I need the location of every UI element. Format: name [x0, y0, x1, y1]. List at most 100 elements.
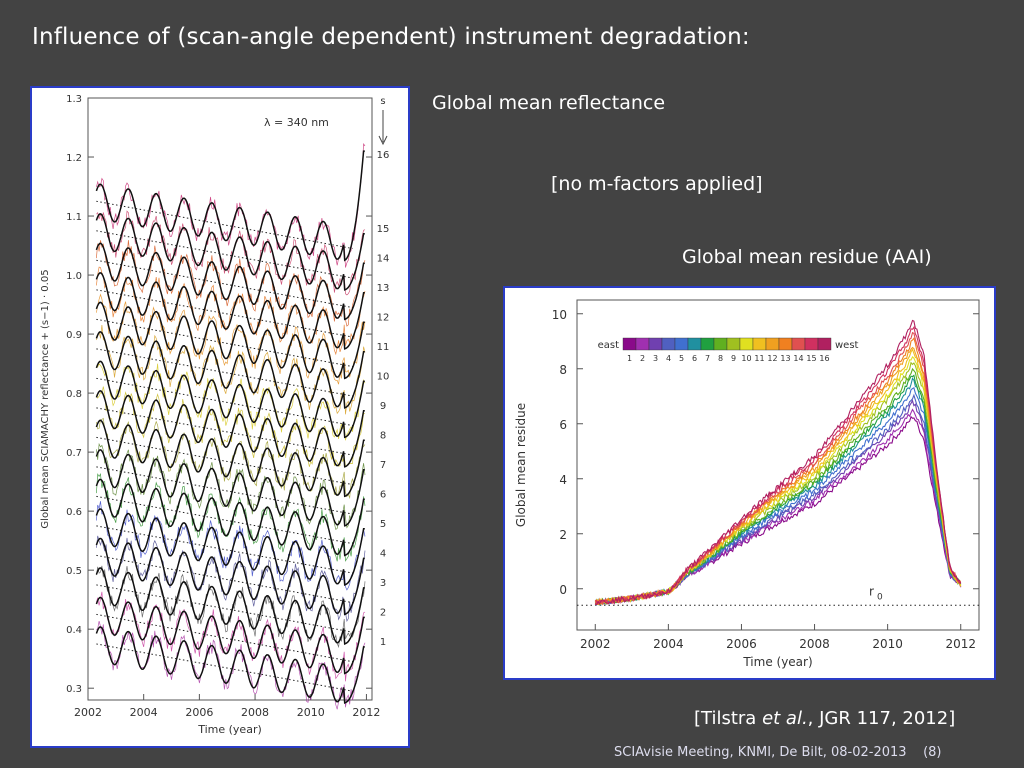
- reference-label: r: [869, 584, 874, 598]
- legend-swatch-6: [687, 337, 702, 351]
- residue-series-11: [595, 348, 962, 606]
- y-tick-label: 2: [559, 528, 567, 542]
- y-tick-label: 0.6: [66, 507, 82, 518]
- legend-swatch-5: [674, 337, 689, 351]
- residue-series-9: [594, 361, 962, 604]
- series-number-label: 5: [380, 519, 386, 530]
- residue-series-16: [595, 319, 962, 606]
- y-tick-label: 6: [559, 418, 567, 432]
- fit-line-12: [95, 301, 365, 380]
- trend-line-1: [96, 643, 353, 692]
- x-tick-label: 2010: [297, 706, 325, 719]
- fit-line-8: [95, 419, 365, 498]
- series-number-label: 11: [377, 342, 390, 353]
- fit-line-10: [95, 360, 365, 439]
- x-tick-label: 2004: [130, 706, 158, 719]
- legend-swatch-1: [622, 337, 637, 351]
- fit-line-13: [95, 272, 365, 350]
- data-series-3: [96, 565, 366, 649]
- y-tick-label: 0.3: [66, 684, 82, 695]
- legend-swatch-11: [752, 337, 767, 351]
- fit-line-6: [95, 478, 365, 557]
- y-tick-label: 1.1: [66, 212, 82, 223]
- legend-number-label: 8: [718, 354, 723, 363]
- series-number-label: 3: [380, 578, 386, 589]
- trend-line-13: [96, 289, 353, 338]
- fit-line-4: [95, 537, 365, 616]
- series-number-label: 2: [380, 607, 386, 618]
- data-series-16: [96, 143, 366, 268]
- residue-series-15: [594, 325, 961, 605]
- y-tick-label: 0.7: [66, 448, 82, 459]
- legend-number-label: 6: [692, 354, 697, 363]
- y-tick-label: 10: [552, 308, 567, 322]
- y-axis-label: Global mean SCIAMACHY reflectance + (s−1…: [40, 269, 51, 528]
- footer-page: (8): [923, 745, 942, 760]
- x-tick-label: 2006: [185, 706, 213, 719]
- legend-swatch-2: [635, 337, 650, 351]
- legend-swatch-13: [778, 337, 793, 351]
- x-tick-label: 2012: [945, 637, 976, 651]
- y-tick-label: 4: [559, 473, 567, 487]
- legend-swatch-4: [661, 337, 676, 351]
- legend-number-label: 3: [653, 354, 658, 363]
- y-tick-label: 8: [559, 363, 567, 377]
- x-tick-label: 2008: [799, 637, 830, 651]
- x-tick-label: 2004: [653, 637, 684, 651]
- fit-line-14: [95, 242, 365, 321]
- trend-line-4: [96, 554, 353, 604]
- residue-series-13: [594, 337, 962, 606]
- x-axis-label: Time (year): [742, 655, 812, 669]
- series-number-label: 8: [380, 430, 386, 441]
- fit-line-2: [95, 596, 365, 675]
- series-number-label: 13: [377, 283, 390, 294]
- trend-line-7: [96, 466, 353, 515]
- plot-frame: [576, 299, 980, 631]
- legend-number-label: 7: [705, 354, 710, 363]
- series-number-label: 14: [377, 253, 390, 264]
- fit-line-3: [95, 567, 365, 645]
- fit-line-1: [95, 626, 365, 704]
- trend-line-14: [96, 259, 353, 309]
- y-tick-label: 0.8: [66, 389, 82, 400]
- legend-number-label: 1: [627, 354, 632, 363]
- data-series-11: [96, 324, 366, 415]
- citation-post: , JGR 117, 2012]: [807, 708, 956, 729]
- trend-line-5: [96, 525, 353, 574]
- legend-swatch-16: [817, 337, 832, 351]
- series-number-label: 12: [377, 312, 390, 323]
- legend-swatch-8: [713, 337, 728, 351]
- legend-number-label: 12: [767, 354, 777, 363]
- y-tick-label: 0: [559, 583, 567, 597]
- legend-swatch-3: [648, 337, 663, 351]
- citation-pre: [Tilstra: [694, 708, 763, 729]
- data-series-13: [96, 266, 366, 356]
- trend-line-12: [96, 318, 353, 368]
- x-tick-label: 2010: [872, 637, 903, 651]
- legend-number-label: 15: [806, 354, 816, 363]
- trend-line-16: [96, 200, 353, 249]
- trend-line-8: [96, 436, 353, 486]
- footer-meeting: SCIAvisie Meeting, KNMI, De Bilt, 08-02-…: [614, 745, 907, 760]
- fit-line-9: [95, 390, 365, 468]
- series-number-label: 10: [377, 371, 390, 382]
- y-tick-label: 1.2: [66, 153, 82, 164]
- slide-title: Influence of (scan-angle dependent) inst…: [32, 24, 750, 50]
- x-tick-label: 2006: [726, 637, 757, 651]
- fit-line-7: [95, 449, 365, 527]
- x-tick-label: 2002: [580, 637, 611, 651]
- fit-line-15: [95, 213, 365, 291]
- y-tick-label: 1.0: [66, 271, 82, 282]
- series-number-label: 1: [380, 637, 386, 648]
- fit-line-5: [95, 508, 365, 586]
- reflectance-chart: 0.3 0.4 0.5 0.6 0.7 0.8 0.9 1.0 1.1 1.2 1.3 2002 200…: [40, 94, 390, 736]
- legend-number-label: 13: [780, 354, 790, 363]
- legend-swatch-14: [791, 337, 806, 351]
- y-axis-label: Global mean residue: [514, 403, 528, 527]
- y-tick-label: 0.5: [66, 566, 82, 577]
- trend-line-6: [96, 495, 353, 545]
- reference-subscript: 0: [877, 592, 883, 602]
- series-label: s: [380, 96, 385, 107]
- fit-line-16: [95, 150, 365, 262]
